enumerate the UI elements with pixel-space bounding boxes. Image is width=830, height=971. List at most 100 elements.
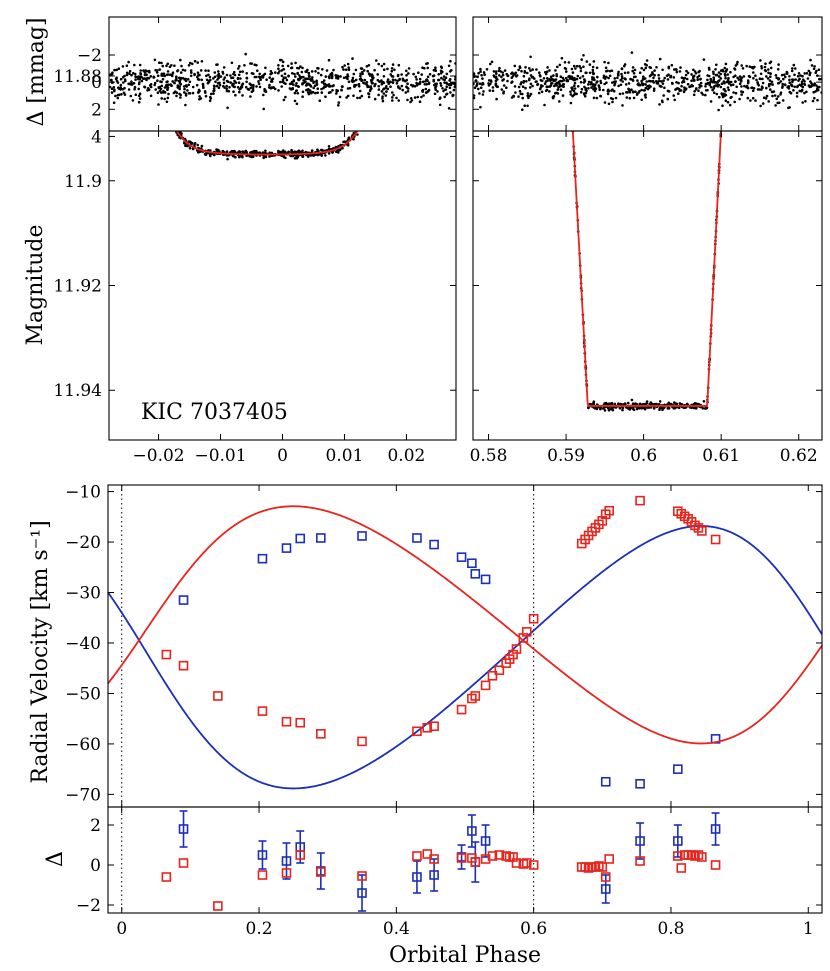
secondary-eclipse-lc-point (592, 400, 596, 404)
secondary-eclipse-lc-point (763, 50, 766, 53)
primary-eclipse-resid-point (306, 91, 310, 94)
secondary-eclipse-lc-point (480, 50, 483, 53)
primary-eclipse-resid-point (119, 77, 123, 81)
secondary-eclipse-lc-point (513, 47, 516, 50)
primary-eclipse-resid-point (116, 81, 120, 84)
primary-eclipse-resid-point (335, 92, 338, 95)
primary-eclipse-lc-point (133, 48, 136, 51)
secondary-eclipse-resid-point (510, 72, 513, 75)
primary-eclipse-resid-point (386, 67, 389, 71)
secondary-eclipse-resid-point (800, 84, 803, 88)
secondary-eclipse-resid-point (714, 68, 717, 71)
primary-eclipse-lc-point (383, 51, 386, 54)
primary-eclipse-lc-point (449, 49, 452, 52)
secondary-eclipse-resid-point (749, 99, 752, 102)
primary-eclipse-resid-point (112, 86, 116, 89)
secondary-eclipse-lc-point (793, 48, 796, 51)
secondary-eclipse-lc-point (545, 49, 548, 52)
primary-eclipse-resid-point (357, 82, 361, 86)
secondary-eclipse-resid-point (745, 64, 748, 68)
primary-eclipse-lc-point (130, 46, 133, 49)
secondary-eclipse-resid-point (784, 83, 787, 87)
secondary-eclipse-resid-point (815, 84, 818, 87)
primary-eclipse-resid-point (238, 70, 242, 74)
secondary-eclipse-resid-point (812, 90, 815, 94)
primary-eclipse-lc-point (421, 45, 424, 48)
secondary-eclipse-lc-point (733, 53, 736, 56)
secondary-eclipse-resid-point (675, 70, 679, 74)
primary-eclipse-lc-point (448, 52, 451, 55)
primary-resid-point (357, 888, 367, 898)
primary-eclipse-resid-point (316, 91, 320, 94)
primary-eclipse-lc-point (432, 49, 435, 52)
secondary-eclipse-resid-point (669, 75, 672, 79)
secondary-resid-point (710, 860, 721, 870)
secondary-eclipse-resid-point (663, 76, 666, 80)
secondary-eclipse-resid-point (767, 68, 770, 71)
secondary-eclipse-resid-point (766, 77, 770, 80)
secondary-resid-point (511, 858, 522, 868)
secondary-eclipse-resid-point (637, 91, 640, 94)
secondary-eclipse-resid-point (599, 81, 603, 85)
primary-eclipse-resid-point (139, 69, 142, 72)
primary-eclipse-lc-point (217, 148, 220, 152)
secondary-eclipse-lc-point (646, 406, 650, 409)
primary-eclipse-resid-point (246, 87, 250, 91)
secondary-eclipse-resid-point (606, 69, 609, 73)
secondary-eclipse-resid-point (783, 73, 786, 76)
primary-eclipse-resid-point (312, 81, 315, 85)
secondary-eclipse-resid-point (760, 88, 763, 91)
primary-eclipse-resid-point (197, 91, 200, 94)
primary-eclipse-resid-point (426, 66, 430, 70)
secondary-eclipse-resid-point (672, 76, 676, 79)
secondary-eclipse-resid-point (574, 67, 577, 70)
primary-eclipse-resid-point (156, 79, 159, 82)
primary-eclipse-lc-point (255, 149, 258, 153)
primary-eclipse-resid-point (165, 100, 169, 104)
primary-eclipse-lc-point (331, 151, 334, 154)
secondary-eclipse-resid-point (738, 75, 742, 78)
primary-eclipse-lc-point (145, 47, 148, 50)
primary-eclipse-resid-point (292, 79, 296, 82)
primary-eclipse-lc-point (135, 50, 138, 53)
primary-eclipse-resid-point (381, 97, 384, 100)
secondary-eclipse-lc-point (740, 48, 743, 51)
secondary-eclipse-lc-point (557, 48, 560, 51)
primary-eclipse-lc-point (445, 50, 448, 53)
secondary-eclipse-lc-point (546, 51, 549, 54)
secondary-eclipse-lc-point (798, 51, 801, 54)
secondary-eclipse-resid-point (599, 94, 603, 98)
secondary-eclipse-lc-point (792, 50, 795, 53)
rv-ytick-label: −40 (65, 634, 101, 654)
secondary-eclipse-lc-point (495, 48, 498, 51)
secondary-eclipse-resid-point (813, 65, 816, 68)
secondary-eclipse-frame (472, 130, 823, 441)
secondary-eclipse-resid-point (752, 71, 755, 74)
secondary-eclipse-resid-point (675, 81, 678, 84)
secondary-eclipse-lc-point (749, 53, 752, 56)
secondary-eclipse-lc-point (501, 49, 504, 52)
primary-eclipse-resid-point (225, 73, 229, 77)
secondary-eclipse-lc-point (769, 50, 772, 53)
secondary-eclipse-lc-point (489, 49, 492, 52)
secondary-eclipse-resid-point (645, 80, 648, 83)
secondary-eclipse-resid-point (667, 73, 670, 76)
secondary-eclipse-lc-point (540, 49, 543, 52)
primary-eclipse-lc-point (111, 50, 114, 53)
primary-eclipse-resid-point (204, 91, 207, 94)
secondary-eclipse-lc-point (760, 47, 763, 50)
primary-eclipse-resid-point (385, 85, 388, 88)
primary-eclipse-lc-point (343, 140, 347, 143)
secondary-eclipse-lc-point (521, 51, 524, 54)
primary-eclipse-lc-point (432, 49, 435, 52)
primary-eclipse-resid-point (125, 73, 129, 77)
secondary-eclipse-resid-point (558, 63, 562, 67)
secondary-eclipse-resid-point (603, 82, 606, 86)
primary-eclipse-lc-point (347, 136, 351, 140)
secondary-eclipse-lc-point (752, 51, 755, 54)
secondary-eclipse-resid-point (718, 95, 721, 99)
secondary-eclipse-resid-point (769, 75, 772, 78)
primary-eclipse-resid-point (186, 78, 190, 81)
secondary-eclipse-lc-point (530, 48, 533, 51)
secondary-eclipse-lc-point (559, 49, 562, 52)
